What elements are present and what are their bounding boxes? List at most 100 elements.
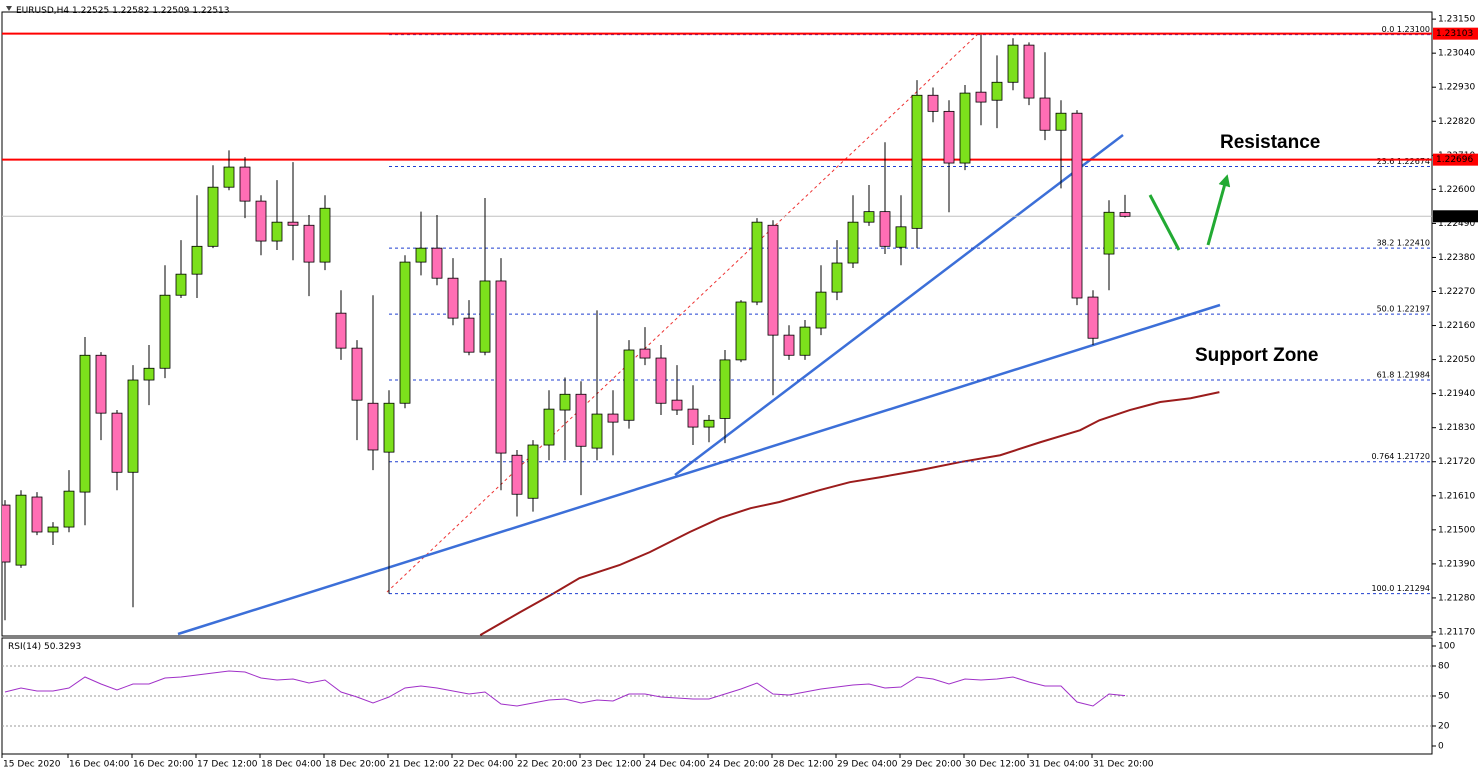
x-tick-label: 24 Dec 04:00 <box>645 760 706 770</box>
candle-body <box>111 412 123 473</box>
candle-body <box>207 186 219 247</box>
candle-body <box>415 247 427 263</box>
current-price-tag <box>1433 210 1478 223</box>
x-tick-label: 31 Dec 20:00 <box>1093 760 1154 770</box>
x-tick-label: 16 Dec 04:00 <box>69 760 130 770</box>
candle-body <box>607 413 619 423</box>
main-frame <box>1 11 1433 637</box>
x-tick-label: 17 Dec 12:00 <box>197 760 258 770</box>
fib-label: 38.2 1.22410 <box>1377 239 1430 248</box>
candle-body <box>287 221 299 226</box>
candle-body <box>895 226 907 248</box>
candle-body <box>1055 112 1067 131</box>
candle-body <box>223 166 235 188</box>
close: 1.22513 <box>192 6 229 16</box>
y-tick-label: 1.21830 <box>1438 423 1475 433</box>
candle-body <box>767 224 779 336</box>
arrow-up <box>1206 174 1231 246</box>
candle-body <box>831 262 843 293</box>
candle-body <box>671 399 683 411</box>
y-tick-label: 1.22380 <box>1438 253 1475 263</box>
candle-body <box>47 526 59 533</box>
candle-body <box>255 200 267 242</box>
fib-label: 50.0 1.22197 <box>1377 305 1430 314</box>
y-tick-label: 1.21500 <box>1438 525 1475 535</box>
y-tick-label: 1.23150 <box>1438 15 1475 25</box>
x-tick-label: 18 Dec 20:00 <box>325 760 386 770</box>
fib-trend-line <box>386 32 980 593</box>
candle-body <box>399 261 411 404</box>
y-tick-label: 1.21170 <box>1438 627 1475 637</box>
candle-body <box>719 359 731 419</box>
candle-body <box>655 357 667 404</box>
candle-body <box>175 273 187 296</box>
x-tick-label: 18 Dec 04:00 <box>261 760 322 770</box>
x-tick-label: 29 Dec 04:00 <box>837 760 898 770</box>
price-tag-label: 1.22696 <box>1436 155 1473 165</box>
annotation: Resistance <box>1220 132 1320 153</box>
candle-body <box>79 354 91 493</box>
fib-label: 23.6 1.22674 <box>1377 157 1430 166</box>
y-tick-label: 1.22930 <box>1438 83 1475 93</box>
rsi-plot <box>2 665 1432 727</box>
fib-label: 0.764 1.21720 <box>1371 452 1430 461</box>
x-tick-label: 29 Dec 20:00 <box>901 760 962 770</box>
rsi-last: 50.3293 <box>44 642 81 652</box>
y-tick-label: 80 <box>1438 662 1450 672</box>
x-tick-label: 22 Dec 04:00 <box>453 760 514 770</box>
header: EURUSD,H4 1.22525 1.22582 1.22509 1.2251… <box>16 6 230 16</box>
moving-average <box>479 391 1220 636</box>
candle-body <box>527 444 539 499</box>
header-icon <box>6 6 12 11</box>
candle-body <box>543 408 555 446</box>
candle-body <box>463 317 475 353</box>
candle-body <box>975 91 987 103</box>
candle-body <box>911 94 923 229</box>
candle-body <box>495 280 507 454</box>
rsi-line <box>4 670 1126 707</box>
candle-body <box>1007 44 1019 83</box>
candle-body <box>959 92 971 164</box>
y-tick-label: 1.22820 <box>1438 117 1475 127</box>
x-tick-label: 24 Dec 20:00 <box>709 760 770 770</box>
y-tick-label: 0 <box>1438 742 1444 752</box>
trend-line <box>674 134 1124 476</box>
x-tick-label: 22 Dec 20:00 <box>517 760 578 770</box>
fib-label: 61.8 1.21984 <box>1377 371 1430 380</box>
candle-body <box>879 211 891 247</box>
candle-body <box>927 94 939 112</box>
candle-body <box>1103 211 1115 255</box>
y-tick-label: 1.21280 <box>1438 593 1475 603</box>
arrow-down <box>1148 194 1181 251</box>
y-tick-label: 1.22490 <box>1438 219 1475 229</box>
y-tick-label: 1.21610 <box>1438 491 1475 501</box>
rsi-title: RSI(14) 50.3293 <box>8 642 81 652</box>
candle-body <box>575 393 587 447</box>
candle-body <box>783 334 795 356</box>
candle-body <box>735 301 747 361</box>
candle-body <box>31 496 43 533</box>
candle-body <box>2 504 11 563</box>
y-tick-label: 1.23040 <box>1438 49 1475 59</box>
candle-body <box>863 211 875 223</box>
candle-body <box>639 348 651 359</box>
y-tick-label: 100 <box>1438 642 1455 652</box>
candle-body <box>271 221 283 242</box>
y-tick-label: 1.22270 <box>1438 287 1475 297</box>
x-tick-label: 23 Dec 12:00 <box>581 760 642 770</box>
candle-body <box>1119 212 1131 217</box>
candle-body <box>479 280 491 353</box>
x-tick-label: 16 Dec 20:00 <box>133 760 194 770</box>
candle-body <box>335 312 347 349</box>
candle-body <box>1039 97 1051 131</box>
price-tag-label: 1.23103 <box>1436 29 1473 39</box>
y-tick-label: 1.21720 <box>1438 457 1475 467</box>
axes: 1.21170 1.21280 1.21390 1.21500 1.21610 1.217… <box>1 15 1478 770</box>
candle-body <box>687 408 699 428</box>
candle-body <box>159 294 171 369</box>
candle-body <box>703 419 715 428</box>
y-tick-label: 50 <box>1438 692 1450 702</box>
candle-body <box>239 166 251 202</box>
candle-body <box>943 110 955 164</box>
